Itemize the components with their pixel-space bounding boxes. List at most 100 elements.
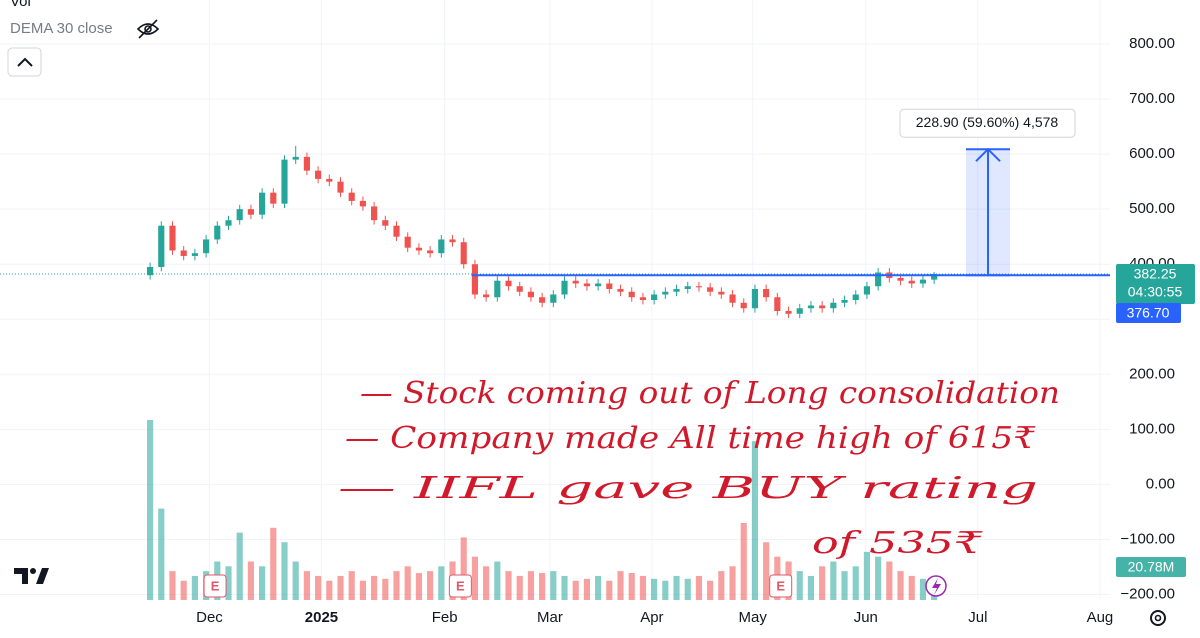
earnings-marker[interactable]: [769, 574, 793, 598]
settings-icon[interactable]: [1150, 610, 1166, 626]
candle-body: [236, 209, 243, 221]
candle-body: [158, 225, 165, 267]
candle-body: [662, 291, 669, 295]
candle-body: [796, 308, 803, 314]
candle-body: [931, 273, 938, 280]
candle-body: [348, 192, 355, 201]
earnings-marker[interactable]: [203, 574, 227, 598]
volume-bar: [606, 580, 613, 600]
handwritten-notes: — Stock coming out of Long consolidation…: [338, 376, 1060, 561]
earnings-marker[interactable]: [448, 574, 472, 598]
candle-body: [852, 294, 859, 300]
volume-bar: [471, 556, 478, 600]
candle-body: [707, 287, 714, 292]
x-tick-label: Dec: [196, 609, 223, 626]
candle-body: [628, 291, 635, 298]
volume-bar: [359, 580, 366, 600]
candle-body: [337, 181, 344, 193]
x-tick-label: Apr: [640, 609, 663, 626]
volume-bar: [505, 571, 512, 600]
volume-bar: [583, 578, 591, 600]
last-volume-label: 20.78M: [1128, 559, 1175, 575]
volume-bar: [729, 566, 736, 600]
handwritten-note: — Stock coming out of Long consolidation: [360, 376, 1060, 411]
candle-body: [203, 239, 210, 254]
volume-bar: [225, 566, 232, 600]
volume-bar: [886, 561, 893, 600]
candle-body: [315, 170, 322, 179]
candle-body: [684, 286, 691, 289]
candle-body: [505, 280, 512, 287]
volume-bar: [393, 571, 400, 600]
candle-body: [617, 288, 624, 292]
y-tick-label: 700.00: [1129, 90, 1175, 107]
volume-bar: [796, 571, 803, 600]
volume-pane: [147, 420, 938, 600]
volume-bar: [841, 571, 848, 600]
last-volume-box: [1116, 557, 1186, 577]
x-tick-label: Feb: [432, 609, 458, 626]
candle-body: [751, 288, 759, 309]
volume-bar: [348, 571, 355, 600]
candle-body: [191, 253, 198, 256]
candle-body: [897, 277, 904, 281]
volume-bar: [494, 561, 501, 600]
candle-body: [695, 286, 703, 288]
candle-body: [830, 302, 837, 309]
candle-body: [819, 305, 826, 309]
candle-body: [763, 288, 770, 298]
measure-arrowhead: [975, 147, 1001, 162]
candle-body: [147, 266, 154, 276]
volume-bar: [483, 566, 490, 600]
volume-bar: [303, 571, 310, 600]
y-tick-label: 800.00: [1129, 35, 1175, 52]
volume-bar: [382, 578, 389, 600]
volume-bar: [919, 578, 927, 600]
volume-bar: [707, 580, 714, 600]
volume-bar: [315, 575, 322, 600]
measure-label-box: [899, 108, 1076, 138]
volume-bar: [527, 571, 534, 600]
volume-bar: [651, 578, 658, 600]
x-tick-label: 2025: [305, 609, 338, 626]
volume-bar: [550, 571, 557, 600]
volume-bar: [337, 575, 344, 600]
x-tick-label: Jul: [968, 609, 987, 626]
volume-bar: [180, 580, 187, 600]
volume-label: Vol: [10, 0, 31, 10]
x-tick-label: Aug: [1087, 609, 1114, 626]
candle-body: [863, 286, 871, 295]
volume-bar: [751, 441, 759, 600]
volume-bar: [326, 580, 333, 600]
candle-body: [673, 288, 680, 292]
y-tick-label: −200.00: [1120, 585, 1175, 602]
candle-body: [247, 209, 254, 215]
volume-bar: [516, 575, 523, 600]
volume-bar: [595, 575, 602, 600]
hide-icon[interactable]: [136, 19, 160, 39]
candle-body: [729, 294, 736, 303]
volume-bar: [415, 573, 422, 600]
candle-body: [292, 156, 299, 160]
candle-body: [639, 297, 647, 300]
handwritten-note: — IIFL gave BUY rating: [338, 471, 1038, 506]
volume-bar: [628, 573, 635, 600]
candle-body: [214, 225, 221, 240]
candle-body: [651, 294, 658, 300]
volume-bar: [830, 561, 837, 600]
candle-body: [919, 279, 927, 284]
volume-bar: [852, 566, 859, 600]
event-bolt: [932, 578, 941, 595]
volume-bar: [158, 508, 165, 600]
candle-body: [415, 247, 422, 251]
volume-bar: [292, 561, 299, 600]
collapse-button[interactable]: [7, 47, 42, 77]
line-price-box: [1116, 302, 1181, 323]
candle-body: [180, 250, 187, 256]
candle-body: [595, 283, 602, 287]
volume-bar: [819, 566, 826, 600]
volume-bar: [236, 532, 243, 600]
candle-body: [785, 311, 792, 314]
candle-body: [225, 220, 232, 226]
